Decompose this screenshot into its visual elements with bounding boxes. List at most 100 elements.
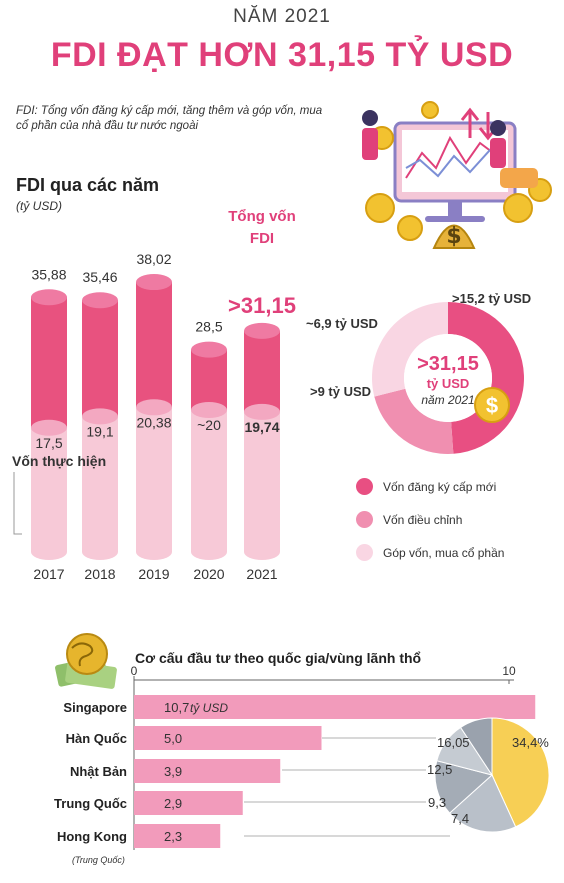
country-value-label: 3,9	[164, 764, 182, 779]
realized-bar-top	[244, 403, 280, 420]
total-bar-body	[82, 300, 118, 417]
realized-label: Vốn thực hiện	[12, 453, 106, 469]
legend-swatch	[356, 478, 373, 495]
pie-slice	[459, 717, 493, 777]
fdi-chart-unit: (tỷ USD)	[16, 199, 62, 213]
total-bar-top	[136, 274, 172, 291]
total-bar-top	[191, 341, 227, 358]
country-chart-title: Cơ cấu đầu tư theo quốc gia/vùng lãnh th…	[135, 650, 422, 666]
realized-bar-body	[191, 410, 227, 552]
realized-bar-base	[191, 544, 227, 560]
total-caption: FDI	[250, 230, 274, 247]
unit-label: tỷ USD	[190, 701, 228, 715]
realized-bar-top	[31, 419, 67, 436]
headline: FDI ĐẠT HƠN 31,15 TỶ USD	[50, 36, 514, 74]
donut-value-label: >9 tỷ USD	[310, 384, 371, 399]
year-tick-label: 2019	[138, 566, 169, 582]
total-bar-body	[244, 330, 280, 412]
donut-center-unit: tỷ USD	[427, 376, 470, 391]
realized-bar-top	[82, 408, 118, 425]
total-value-label: 38,02	[136, 251, 171, 267]
x-tick-label: 10	[502, 664, 516, 678]
legend-swatch	[356, 544, 373, 561]
realized-value-label: 19,74	[244, 419, 279, 435]
total-bar-top	[82, 292, 118, 309]
total-value-label: 35,46	[82, 269, 117, 285]
fdi-definition: FDI: Tổng vốn đăng ký cấp mới, tăng thêm…	[16, 105, 323, 132]
pie-value-label: 7,4	[451, 811, 469, 826]
donut-slice	[371, 302, 448, 397]
country-value-label: 2,9	[164, 796, 182, 811]
realized-bar-body	[136, 407, 172, 552]
globe-money-icon	[55, 633, 117, 689]
legend-swatch	[356, 511, 373, 528]
country-value-label: 2,3	[164, 829, 182, 844]
legend-item-new-registration: Vốn đăng ký cấp mới	[356, 478, 496, 495]
donut-value-label: ~6,9 tỷ USD	[306, 316, 378, 331]
pie-slice	[434, 760, 494, 814]
year-tick-label: 2018	[84, 566, 115, 582]
realized-value-label: 20,38	[136, 414, 171, 430]
pie-value-label: 34,4%	[512, 735, 549, 750]
realized-bar-base	[136, 544, 172, 560]
country-bar	[134, 791, 243, 815]
year-label: NĂM 2021	[233, 6, 331, 27]
realized-bar-top	[191, 402, 227, 418]
fdi-chart-title: FDI qua các năm	[16, 175, 160, 195]
total-value-label: 28,5	[195, 319, 222, 335]
donut-value-label: >15,2 tỷ USD	[452, 291, 531, 306]
total-value-label: 35,88	[31, 266, 66, 282]
country-bar	[134, 695, 536, 719]
legend-label: Vốn đăng ký cấp mới	[383, 479, 497, 494]
svg-text:$: $	[446, 224, 461, 249]
legend-label: Góp vốn, mua cổ phần	[383, 545, 505, 560]
realized-bar-base	[82, 544, 118, 560]
realized-bar-body	[82, 416, 118, 552]
country-label: Trung Quốc	[54, 796, 127, 811]
country-label: Hàn Quốc	[66, 731, 127, 746]
donut-hole	[404, 334, 492, 422]
investment-illustration: $	[362, 101, 552, 249]
year-tick-label: 2017	[33, 566, 64, 582]
year-tick-label: 2021	[246, 566, 277, 582]
country-label: Nhật Bản	[70, 764, 127, 779]
realized-value-label: 17,5	[35, 435, 62, 451]
realized-bar-base	[244, 544, 280, 560]
year-tick-label: 2020	[193, 566, 224, 582]
total-bar-top	[31, 289, 67, 306]
legend-item-adjusted: Vốn điều chỉnh	[356, 511, 462, 528]
fdi-cylinder-chart: 35,88 17,5 2017 35,46 19,1 2018 38,02 20,38 2019…	[12, 208, 296, 582]
country-value-label: 5,0	[164, 731, 182, 746]
country-label: Hong Kong	[57, 829, 127, 844]
realized-bar-top	[136, 399, 172, 416]
realized-bracket	[13, 472, 22, 535]
total-caption: Tổng vốn	[228, 208, 296, 225]
total-bar-top	[244, 322, 280, 339]
country-value-label: 10,7	[164, 700, 189, 715]
country-label: Singapore	[63, 700, 127, 715]
total-bar-body	[191, 349, 227, 410]
donut-center-value: >31,15	[417, 353, 479, 375]
pie-slice	[448, 774, 517, 833]
realized-bar-body	[31, 427, 67, 552]
realized-value-label: ~20	[197, 417, 221, 433]
legend-label: Vốn điều chỉnh	[383, 512, 463, 527]
donut-slice	[374, 388, 454, 455]
total-bar-body	[136, 282, 172, 408]
realized-bar-base	[31, 544, 67, 560]
realized-bar-body	[244, 411, 280, 552]
pie-value-label: 16,05	[437, 735, 470, 750]
x-tick-label: 0	[131, 664, 138, 678]
dollar-coin-icon	[474, 387, 510, 423]
hong-kong-note: (Trung Quốc)	[72, 855, 125, 865]
country-bar-chart: 0 10 Singapore 10,7 Hàn Quốc 5,0 Nhật Bản 3,9 Tr…	[54, 664, 536, 850]
total-bar-body	[31, 297, 67, 428]
country-bar	[134, 726, 322, 750]
donut-center-year: năm 2021	[421, 393, 474, 407]
pie-value-label: 12,5	[427, 762, 452, 777]
country-share-pie: 34,4% 16,05 12,5 9,3 7,4	[244, 717, 550, 837]
pie-value-label: 9,3	[428, 795, 446, 810]
dollar-sign: $	[486, 393, 498, 418]
